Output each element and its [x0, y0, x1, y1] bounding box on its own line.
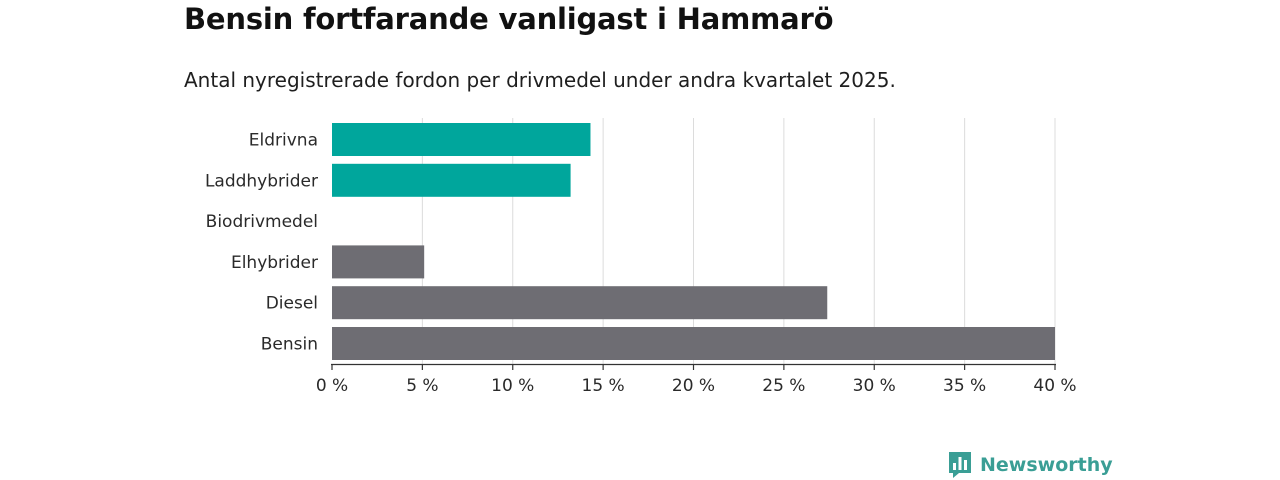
x-tick-label-0: 0 % [316, 376, 348, 396]
x-tick-label-4: 20 % [672, 376, 715, 396]
chart-subtitle: Antal nyregistrerade fordon per drivmede… [184, 68, 896, 92]
x-tick-label-8: 40 % [1033, 376, 1076, 396]
x-axis: 0 % 5 % 10 % 15 % 20 % 25 % 30 % 35 % 40 % [316, 363, 1077, 396]
category-label-laddhybrider: Laddhybrider [205, 171, 318, 191]
grid-lines [421, 118, 1056, 364]
newsworthy-logo: Newsworthy [948, 451, 1113, 479]
x-tick-label-6: 30 % [853, 376, 896, 396]
bars [332, 123, 1055, 360]
bar-chart-bubble-icon [949, 452, 971, 478]
x-tick-label-7: 35 % [943, 376, 986, 396]
category-labels: Eldrivna Laddhybrider Biodrivmedel Elhybrid… [205, 131, 318, 355]
x-tick-label-5: 25 % [762, 376, 805, 396]
category-label-elhybrider: Elhybrider [231, 253, 318, 273]
x-tick-label-3: 15 % [582, 376, 625, 396]
bar-bensin [332, 327, 1055, 360]
category-label-eldrivna: Eldrivna [249, 131, 318, 151]
x-tick-label-2: 10 % [491, 376, 534, 396]
x-tick-label-1: 5 % [406, 376, 438, 396]
bar-diesel [332, 286, 828, 320]
chart-title: Bensin fortfarande vanligast i Hammarö [184, 2, 834, 36]
bar-eldrivna [332, 123, 591, 156]
category-label-bensin: Bensin [261, 335, 318, 355]
category-label-biodrivmedel: Biodrivmedel [206, 212, 318, 232]
category-label-diesel: Diesel [266, 294, 318, 314]
logo-text: Newsworthy [980, 454, 1113, 476]
bar-laddhybrider [332, 163, 571, 197]
bar-elhybrider [332, 245, 425, 279]
